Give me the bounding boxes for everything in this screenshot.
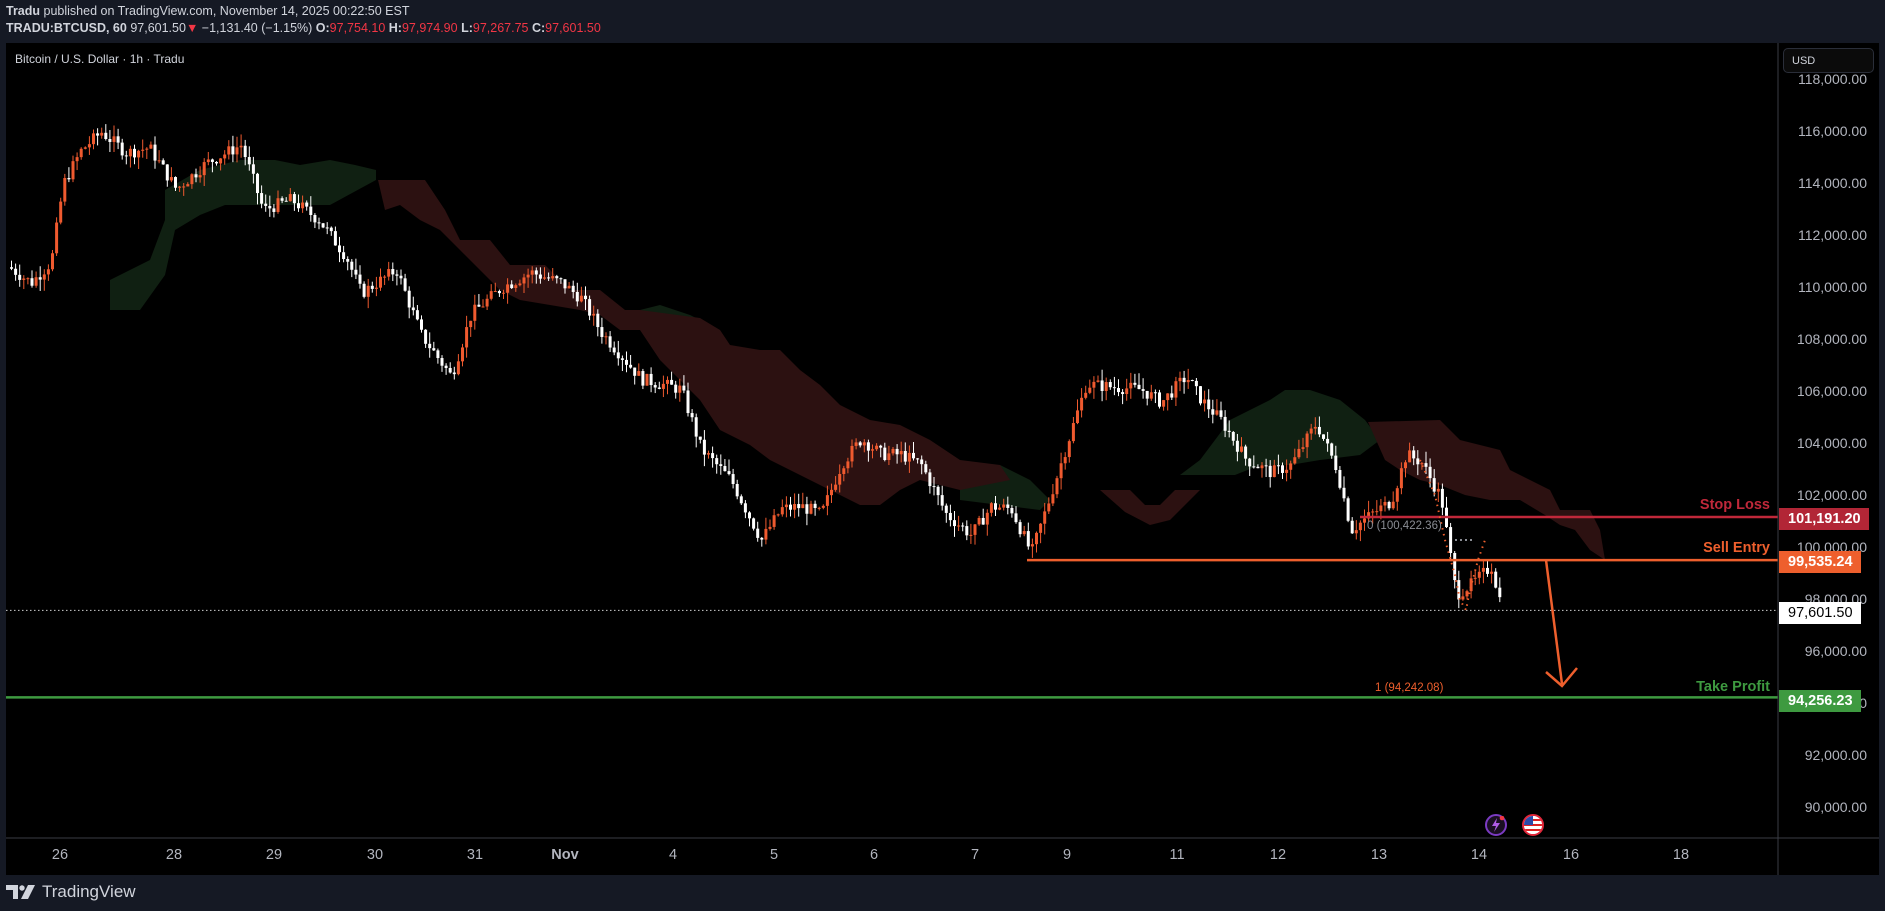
drawings [6, 459, 1778, 699]
high-label: H: [388, 21, 402, 35]
price-tick: 116,000.00 [1797, 123, 1867, 139]
price-tick: 104,000.00 [1796, 435, 1867, 451]
time-tick: 13 [1370, 847, 1388, 863]
price-tick: 118,000.00 [1797, 71, 1867, 87]
time-tick: Nov [551, 847, 579, 863]
price-tick: 102,000.00 [1796, 487, 1867, 503]
price-tick: 106,000.00 [1796, 383, 1867, 399]
candlesticks [10, 124, 1502, 609]
publisher-name: Tradu [6, 4, 41, 18]
time-tick: 7 [970, 847, 980, 863]
down-arrow-icon: ▼ [185, 21, 199, 35]
time-tick: 31 [466, 847, 484, 863]
price-tick: 90,000.00 [1804, 799, 1867, 815]
fib-level-0-label: 0 (100,422.36) [1367, 520, 1442, 532]
close-label: C: [531, 21, 546, 35]
last-price: 97,601.50 [130, 21, 186, 35]
price-tick: 112,000.00 [1797, 227, 1867, 243]
low-label: L: [461, 21, 473, 35]
tradingview-footer[interactable]: TradingView [6, 882, 136, 902]
time-tick: 18 [1672, 847, 1690, 863]
open-label: O: [315, 21, 330, 35]
time-tick: 4 [668, 847, 678, 863]
price-change: −1,131.40 (−1.15%) [201, 21, 313, 35]
sell-entry-price-tag: 99,535.24 [1779, 551, 1861, 573]
time-tick: 9 [1062, 847, 1072, 863]
time-tick: 28 [165, 847, 183, 863]
low-value: 97,267.75 [472, 21, 529, 35]
price-tick: 92,000.00 [1804, 747, 1867, 763]
time-tick: 11 [1169, 847, 1185, 863]
chart-legend: Bitcoin / U.S. Dollar · 1h · Tradu [15, 52, 185, 66]
price-tick: 108,000.00 [1796, 331, 1867, 347]
stop-loss-label: Stop Loss [1699, 497, 1770, 513]
time-tick: 26 [51, 847, 69, 863]
tradingview-brand: TradingView [42, 882, 136, 901]
high-value: 97,974.90 [401, 21, 458, 35]
publish-info: Tradu published on TradingView.com, Nove… [6, 3, 601, 20]
fib-level-1-label: 1 (94,242.08) [1375, 682, 1444, 694]
take-profit-label: Take Profit [1696, 679, 1770, 695]
currency-button[interactable]: USD [1783, 48, 1874, 73]
current-price-tag: 97,601.50 [1779, 602, 1861, 624]
time-tick: 30 [366, 847, 384, 863]
time-tick: 6 [869, 847, 879, 863]
publish-header: Tradu published on TradingView.com, Nove… [6, 3, 601, 37]
ichimoku-cloud [110, 160, 1605, 560]
price-tick: 114,000.00 [1797, 175, 1867, 191]
stop-loss-price-tag: 101,191.20 [1779, 508, 1869, 530]
close-value: 97,601.50 [545, 21, 601, 35]
time-tick: 12 [1269, 847, 1287, 863]
price-tick: 96,000.00 [1804, 643, 1867, 659]
time-tick: 14 [1470, 847, 1488, 863]
take-profit-price-tag: 94,256.23 [1779, 690, 1861, 712]
us-flag-economic-event-icon[interactable] [1522, 814, 1544, 836]
price-tick: 110,000.00 [1797, 279, 1867, 295]
open-value: 97,754.10 [329, 21, 386, 35]
ohlc-line: TRADU:BTCUSD, 60 97,601.50▼ −1,131.40 (−… [6, 20, 601, 37]
tradingview-logo-icon [6, 885, 35, 899]
earnings-lightning-icon[interactable] [1485, 814, 1507, 836]
time-tick: 16 [1562, 847, 1580, 863]
time-tick: 5 [769, 847, 779, 863]
published-text: published on TradingView.com, November 1… [40, 4, 410, 18]
sell-entry-label: Sell Entry [1703, 540, 1770, 556]
time-tick: 29 [265, 847, 283, 863]
symbol-interval: TRADU:BTCUSD, 60 [6, 21, 127, 35]
